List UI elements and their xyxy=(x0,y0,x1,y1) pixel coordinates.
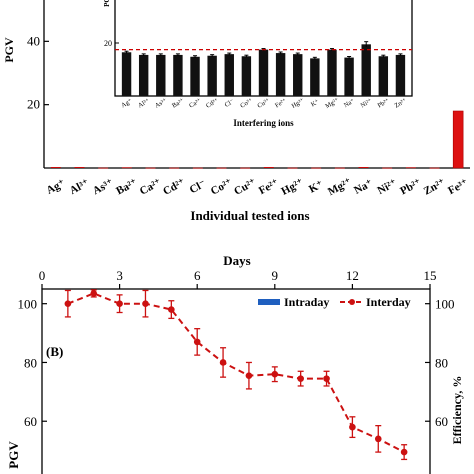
panel-b-label: (B) xyxy=(46,344,63,359)
legend-interday-label: Interday xyxy=(366,295,411,309)
interday-point-day-6 xyxy=(193,338,201,346)
panel-b-legend: Intraday Interday xyxy=(258,295,411,309)
panel-a-bar-k xyxy=(311,167,322,169)
panel-b-y2-axis-label: Efficiency, % xyxy=(450,376,464,445)
inset-bar-hg xyxy=(293,54,303,96)
panel-a-bar-fe xyxy=(452,110,464,169)
panel-b-x-tick-label-2: 6 xyxy=(194,268,201,283)
interday-point-day-9 xyxy=(271,370,279,378)
interday-point-day-2 xyxy=(90,290,98,297)
panel-a-x-axis-label: Individual tested ions xyxy=(190,208,309,223)
panel-a-bar-pb xyxy=(405,167,416,169)
inset-bar-chart: 20 Ag⁺ Al³⁺ As³⁺ Ba²⁺ Ca²⁺ Cd²⁺ Cl⁻ Co²⁺ Cu²⁺ Fe²… xyxy=(103,0,413,128)
interday-line xyxy=(67,292,405,453)
inset-y-tick-label-0: 20 xyxy=(104,39,112,48)
panel-a-bar-ba xyxy=(121,167,132,169)
panel-a-bars xyxy=(50,110,464,169)
interday-point-day-8 xyxy=(245,372,253,379)
interday-point-day-10 xyxy=(297,375,304,382)
inset-bar-mg xyxy=(327,49,337,96)
legend-interday-marker xyxy=(349,299,355,305)
interday-point-day-14 xyxy=(400,448,408,456)
inset-bar-cu xyxy=(258,49,269,96)
panel-b-y2-tick-label-1: 60 xyxy=(435,414,448,429)
panel-a-bar-hg xyxy=(287,167,298,169)
inset-bar-fe xyxy=(275,53,286,96)
inset-y-ticks: 20 xyxy=(104,39,119,48)
panel-a-bar-zn xyxy=(429,167,440,169)
legend-intraday-label: Intraday xyxy=(284,295,329,309)
inset-x-tick-label-cl: Cl⁻ xyxy=(224,98,236,109)
inset-bar-k xyxy=(310,58,320,96)
inset-bar-zn xyxy=(395,54,406,96)
panel-b-x-axis-label: Days xyxy=(223,253,250,268)
inset-x-axis-label: Interfering ions xyxy=(233,118,294,128)
panel-b-y-tick-label-3: 100 xyxy=(18,297,38,312)
inset-x-tick-label-na: Na⁺ xyxy=(343,98,356,110)
panel-a-bar-mg xyxy=(334,167,345,169)
inset-bar-na xyxy=(344,57,354,96)
panel-a-bar-fe xyxy=(263,167,274,168)
interday-point-day-12 xyxy=(349,423,356,431)
inset-x-tick-label-ag: Ag⁺ xyxy=(120,98,133,110)
interday-point-day-4 xyxy=(142,300,149,307)
panel-b-y2-tick-label-3: 100 xyxy=(435,297,455,312)
inset-x-tick-label-k: K⁺ xyxy=(310,98,321,108)
inset-bar-pb xyxy=(378,56,389,96)
panel-a-y-tick-label-1: 40 xyxy=(27,33,40,48)
panel-a-y-axis-label: PGV xyxy=(2,37,16,63)
panel-b-x-tick-label-5: 15 xyxy=(424,268,437,283)
inset-bar-cd xyxy=(207,55,217,96)
inset-bar-ba xyxy=(173,54,183,96)
legend-intraday-swatch xyxy=(258,299,280,305)
panel-a-bar-ag xyxy=(50,167,61,168)
panel-a-bar-cd xyxy=(169,167,180,169)
inset-bar-al xyxy=(138,54,149,96)
panel-a-bar-co xyxy=(216,167,227,169)
panel-a-y-ticks: 204060 xyxy=(27,33,49,112)
panel-a-bar-ca xyxy=(145,167,156,169)
panel-a-y-tick-label-0: 20 xyxy=(27,97,40,112)
panel-a-bar-cu xyxy=(240,167,251,169)
inset-bar-ag xyxy=(121,52,132,96)
inset-y-axis-label: PG xyxy=(103,0,111,7)
inset-bar-ni xyxy=(361,44,371,96)
interday-point-day-11 xyxy=(323,375,330,382)
panel-b-y-axis-label: PGV xyxy=(6,441,21,469)
inset-bar-ca xyxy=(190,56,200,96)
panel-b-y-tick-label-2: 80 xyxy=(24,355,37,370)
inset-bar-co xyxy=(241,56,252,96)
interday-point-day-3 xyxy=(116,300,123,307)
panel-b-x-ticks: 0 3 6 9 12 15 xyxy=(39,268,437,289)
panel-a-bar-cl xyxy=(192,167,203,169)
panel-b-y2-tick-label-2: 80 xyxy=(435,355,448,370)
panel-b-frame xyxy=(41,288,431,474)
panel-a-bar-ni xyxy=(382,167,393,169)
panel-a-bar-as xyxy=(98,167,109,169)
panel-a-bar-na xyxy=(358,167,369,168)
panel-b-y-tick-label-1: 60 xyxy=(24,414,37,429)
interday-point-day-13 xyxy=(374,435,382,443)
panel-b-x-tick-label-3: 9 xyxy=(272,268,279,283)
panel-b-series xyxy=(64,289,408,461)
interday-point-day-5 xyxy=(168,306,175,313)
inset-bar-cl xyxy=(224,54,234,96)
panel-b-x-tick-label-1: 3 xyxy=(116,268,123,283)
panel-b-x-tick-label-0: 0 xyxy=(39,268,46,283)
interday-point-day-1 xyxy=(64,300,72,307)
panel-a-bar-al xyxy=(74,167,85,168)
interday-point-day-7 xyxy=(219,359,227,366)
panel-b-x-tick-label-4: 12 xyxy=(346,268,359,283)
inset-bar-as xyxy=(156,54,166,96)
inset-bars xyxy=(121,41,406,96)
